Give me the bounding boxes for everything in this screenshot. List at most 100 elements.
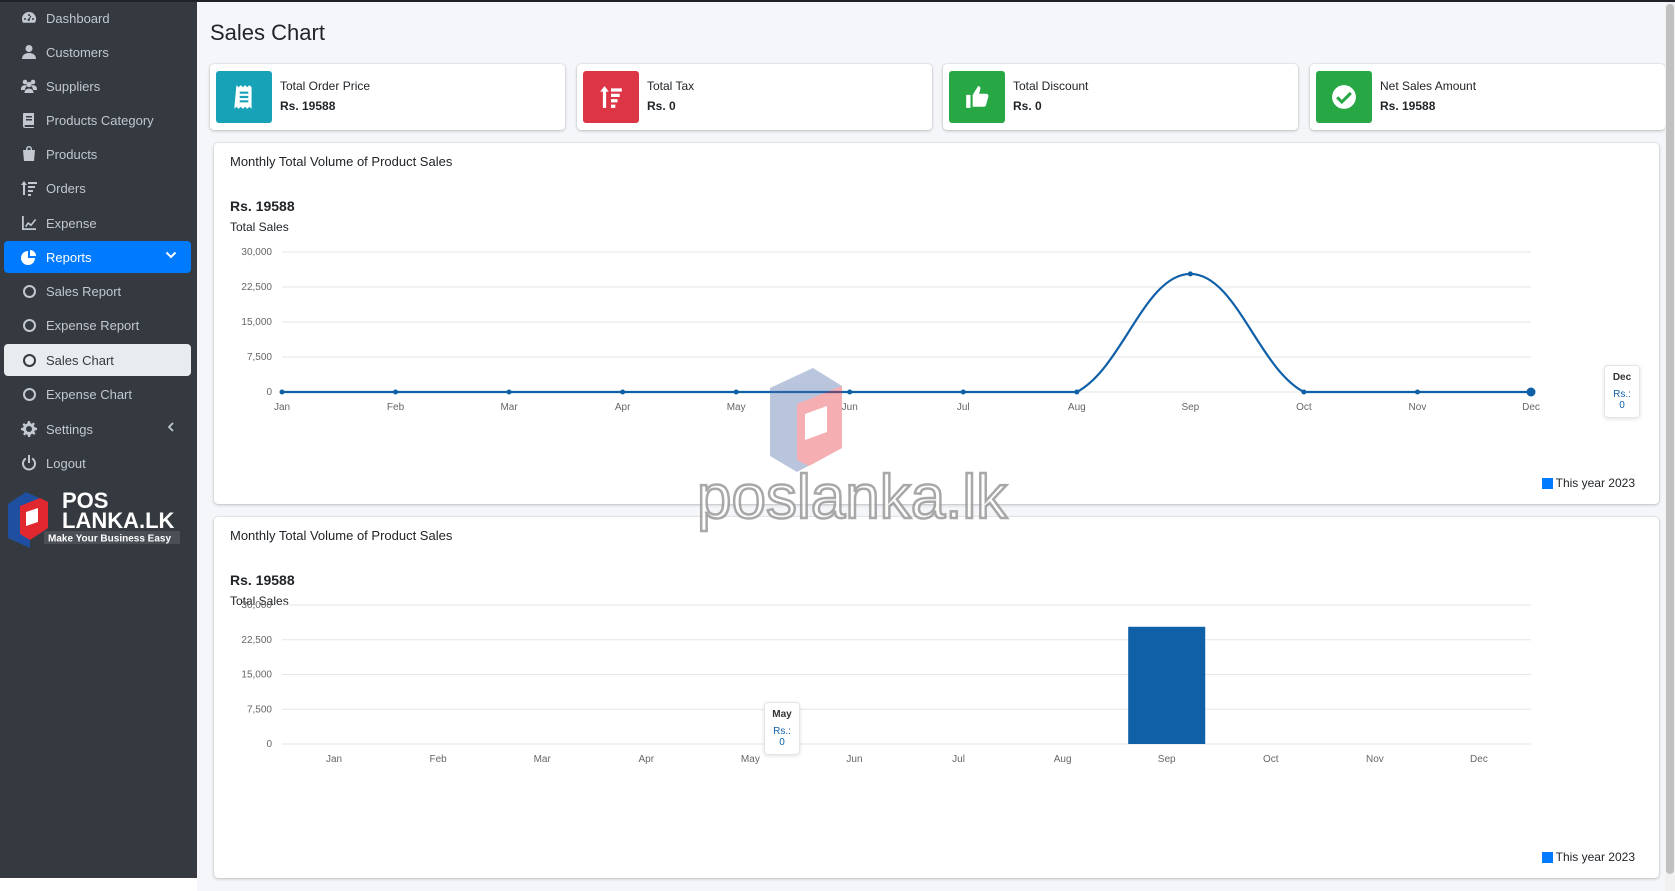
info-box-total-tax: Total Tax Rs. 0 [577,64,932,130]
x-tick-label: Feb [430,754,448,765]
y-tick-label: 22,500 [241,282,272,293]
sidebar-item-products[interactable]: Products [4,138,191,170]
x-tick-label: Jul [957,402,970,413]
data-point [1074,389,1080,395]
series-line [282,272,1531,394]
sidebar-item-label: Dashboard [46,10,110,26]
power-icon [20,454,38,472]
card-total: Rs. 19588 [230,198,295,214]
sidebar-item-label: Suppliers [46,78,101,94]
card-subtitle: Total Sales [230,220,289,234]
sidebar-item-label: Expense Report [46,317,140,333]
data-point [279,389,285,395]
x-tick-label: Apr [615,402,631,413]
tooltip-title: May [772,709,792,720]
sidebar-item-label: Expense [46,215,97,231]
x-tick-label: Apr [639,754,655,765]
data-point [960,389,966,395]
info-box-label: Total Tax [647,79,695,93]
chart-line-icon [20,214,38,232]
sidebar-item-expense-chart[interactable]: Expense Chart [4,378,191,410]
sidebar-item-label: Expense Chart [46,386,132,402]
pos-lanka-logo[interactable]: POS LANKA.LK Make Your Business Easy [4,484,180,548]
line-chart[interactable]: 0 7,500 15,000 22,500 30,000 Jan Feb Mar Apr May J… [214,143,1659,504]
svg-text:POS: POS [62,488,108,513]
x-tick-label: Jan [326,754,342,765]
data-point [393,389,399,395]
legend-swatch [1541,477,1553,489]
info-box-value: Rs. 19588 [280,99,336,113]
chart-legend[interactable]: This year 2023 [1541,476,1635,490]
sidebar-item-reports[interactable]: Reports [4,241,191,273]
sidebar-item-sales-chart[interactable]: Sales Chart [4,344,191,376]
card-subtitle: Total Sales [230,594,289,608]
sidebar-item-label: Sales Chart [46,352,114,368]
circle-icon [20,316,38,334]
y-tick-label: 7,500 [247,352,272,363]
legend-label: This year 2023 [1555,850,1635,864]
bar [1128,626,1206,744]
x-tick-label: Sep [1181,402,1199,413]
bag-icon [20,145,38,163]
x-tick-label: Oct [1296,402,1312,413]
legend-label: This year 2023 [1555,476,1635,490]
pie-chart-icon [20,248,38,266]
dashboard-icon [20,9,38,27]
chevron-left-icon [165,421,179,435]
circle-icon [20,351,38,369]
info-box-net-sales: Net Sales Amount Rs. 19588 [1310,64,1665,130]
circle-icon [20,282,38,300]
sidebar-item-customers[interactable]: Customers [4,36,191,68]
book-icon [20,111,38,129]
legend-swatch [1541,851,1553,863]
main-content: Sales Chart Total Order Price Rs. 19588 … [197,0,1675,891]
y-tick-label: 15,000 [241,317,272,328]
users-icon [20,77,38,95]
x-tick-label: Jun [846,754,862,765]
x-tick-label: Dec [1470,754,1488,765]
x-tick-label: Mar [500,402,518,413]
x-tick-label: Feb [387,402,405,413]
info-box-value: Rs. 0 [647,99,676,113]
y-tick-label: 0 [266,387,272,398]
sidebar-item-label: Products [46,146,98,162]
sort-icon [20,179,38,197]
info-box-value: Rs. 0 [1013,99,1042,113]
sidebar-item-label: Logout [46,455,86,471]
data-point [1414,389,1420,395]
chart-tooltip: Dec Rs.: 0 [1604,365,1640,418]
sidebar-item-label: Sales Report [46,283,122,299]
y-tick-label: 0 [266,739,272,750]
y-tick-label: 30,000 [241,600,272,611]
scrollbar[interactable] [1665,2,1675,891]
y-tick-label: 22,500 [241,635,272,646]
sidebar-item-label: Products Category [46,112,154,128]
card-title: Monthly Total Volume of Product Sales [230,528,453,543]
sidebar-item-label: Orders [46,180,86,196]
sidebar-item-label: Customers [46,44,109,60]
x-tick-label: Aug [1068,402,1086,413]
data-point [733,389,739,395]
sidebar-item-settings[interactable]: Settings [4,413,191,445]
scrollbar-thumb[interactable] [1666,4,1674,874]
chevron-down-icon [165,249,179,263]
data-point [1187,271,1193,277]
sidebar-item-dashboard[interactable]: Dashboard [4,2,191,34]
sidebar-item-expense[interactable]: Expense [4,207,191,239]
circle-icon [20,385,38,403]
chart-legend[interactable]: This year 2023 [1541,850,1635,864]
x-tick-label: Jun [842,402,858,413]
x-tick-label: Nov [1409,402,1427,413]
bar-chart[interactable]: 0 7,500 15,000 22,500 30,000 Jan Feb Mar Apr May J… [214,517,1659,878]
info-box-value: Rs. 19588 [1380,99,1436,113]
sidebar-item-logout[interactable]: Logout [4,447,191,479]
tooltip-value: Rs.: 0 [1613,389,1631,411]
svg-text:Make Your Business Easy: Make Your Business Easy [48,534,171,545]
sidebar-item-products-category[interactable]: Products Category [4,104,191,136]
sidebar-item-suppliers[interactable]: Suppliers [4,70,191,102]
sidebar-item-sales-report[interactable]: Sales Report [4,275,191,307]
card-total: Rs. 19588 [230,572,295,588]
sidebar-item-expense-report[interactable]: Expense Report [4,309,191,341]
sidebar-item-orders[interactable]: Orders [4,172,191,204]
chart-tooltip: May Rs.: 0 [764,702,800,755]
